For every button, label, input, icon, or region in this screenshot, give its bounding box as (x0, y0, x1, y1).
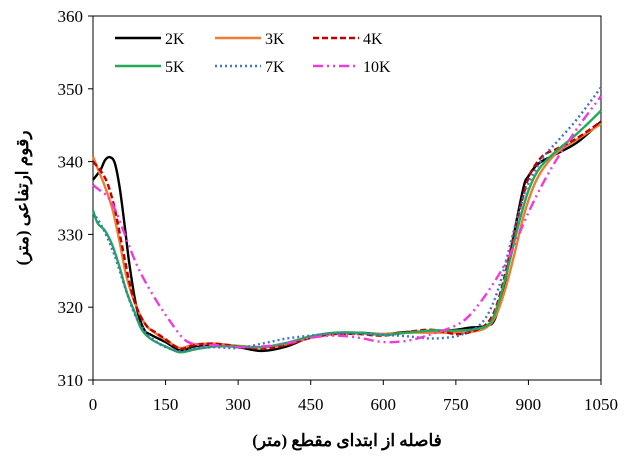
series-line-5k (91, 109, 602, 354)
y-tick-label: 330 (58, 225, 84, 244)
legend-label-2k: 2K (165, 31, 185, 48)
series-line-10k (92, 95, 602, 349)
x-tick-label: 600 (371, 395, 397, 414)
x-tick-label: 0 (89, 395, 98, 414)
y-axis-title: رقوم ارتفاعی (متر) (13, 131, 33, 266)
plot-area-frame (92, 15, 602, 381)
legend: 2K 3K 4K 5K 7K 10K (115, 31, 391, 76)
legend-label-5k: 5K (165, 59, 185, 76)
legend-label-7k: 7K (265, 59, 285, 76)
x-tick-label: 1050 (584, 395, 618, 414)
y-tick-label: 350 (58, 80, 84, 99)
series-line-7k (92, 86, 602, 353)
y-tick-label: 340 (58, 153, 84, 172)
x-tick-label: 300 (225, 395, 251, 414)
legend-label-4k: 4K (363, 31, 383, 48)
series-layer (91, 86, 602, 354)
legend-label-10k: 10K (363, 59, 391, 76)
x-tick-label: 900 (516, 395, 542, 414)
x-tick-label: 150 (153, 395, 179, 414)
y-tick-label: 310 (58, 371, 84, 390)
y-tick-label: 320 (58, 298, 84, 317)
y-axis-ticks: 310 320 330 340 350 360 (58, 7, 93, 390)
y-tick-label: 360 (58, 7, 84, 26)
x-tick-label: 750 (443, 395, 469, 414)
legend-label-3k: 3K (265, 31, 285, 48)
x-tick-label: 450 (298, 395, 324, 414)
x-axis-title: فاصله از ابتدای مقطع (متر) (252, 431, 442, 451)
x-axis-ticks: 0 150 300 450 600 750 900 1050 (89, 380, 618, 414)
